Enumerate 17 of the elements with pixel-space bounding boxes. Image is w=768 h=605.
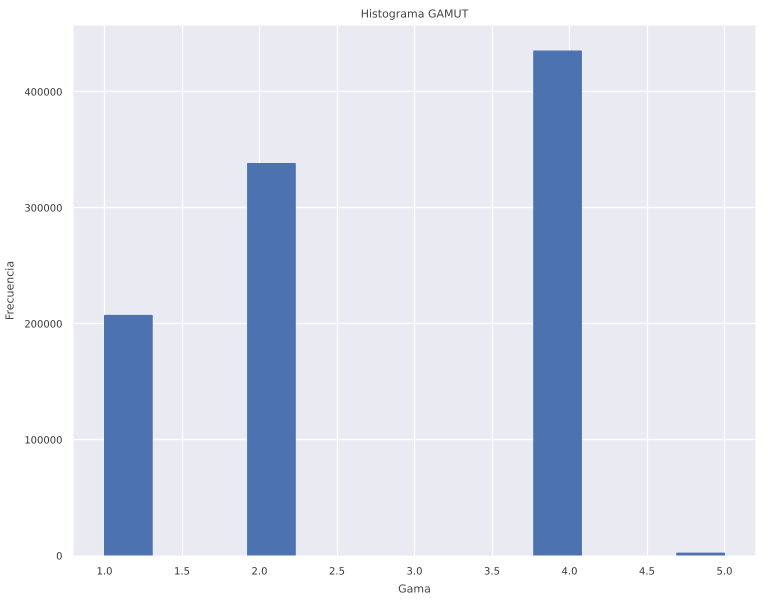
- y-axis-title: Frecuencia: [3, 260, 16, 320]
- y-tick-label: 0: [56, 552, 63, 562]
- x-tick-label: 4.5: [639, 566, 655, 578]
- x-tick-label: 3.5: [484, 566, 500, 578]
- y-tick-label: 300000: [24, 204, 63, 215]
- x-tick-label: 1.0: [96, 566, 112, 578]
- x-tick-label: 2.5: [329, 566, 345, 578]
- x-tick-label: 4.0: [562, 566, 578, 578]
- y-tick-label: 400000: [24, 88, 63, 99]
- x-tick-label: 1.5: [174, 566, 190, 578]
- x-tick-label: 3.0: [406, 566, 422, 578]
- x-tick-label: 5.0: [716, 566, 732, 578]
- x-axis-title: Gama: [398, 582, 431, 596]
- y-tick-label: 100000: [24, 436, 63, 447]
- y-tick-label: 200000: [24, 320, 63, 331]
- x-tick-label: 2.0: [252, 566, 268, 578]
- chart-title: Histograma GAMUT: [360, 8, 469, 20]
